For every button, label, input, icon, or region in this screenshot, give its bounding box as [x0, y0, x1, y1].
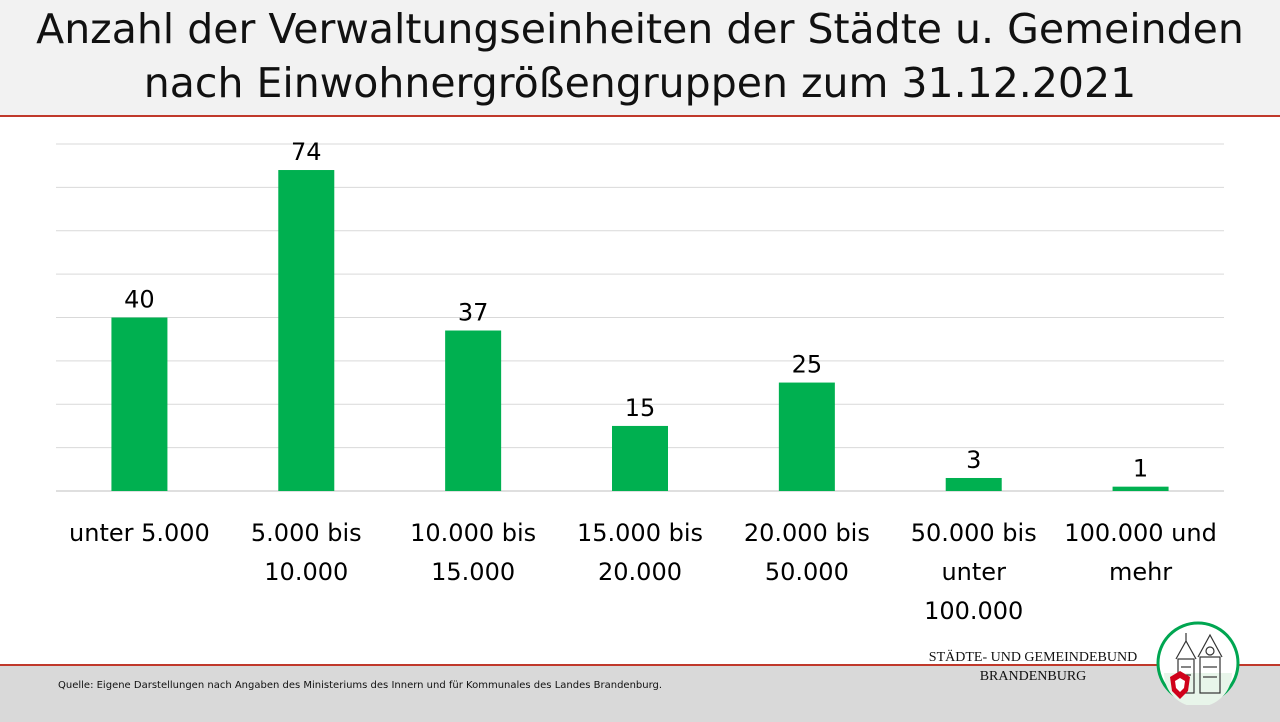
bar [612, 425, 668, 491]
footer-bar: Quelle: Eigene Darstellungen nach Angabe… [0, 664, 1280, 722]
bar [778, 382, 835, 491]
coat-of-arms-eagle-and-town-hall-icon [1156, 621, 1240, 705]
data-labels: 40 74 37 15 25 3 1 [124, 138, 1148, 483]
title-line-2: nach Einwohnergrößengruppen zum 31.12.20… [143, 59, 1137, 107]
bar-chart: 40 74 37 15 25 3 1 unter 5.000 5.000 bis 10.000 1… [56, 138, 1224, 625]
category-label: 15.000 bis 20.000 [577, 519, 703, 586]
organization-line-1: STÄDTE- UND GEMEINDEBUND [928, 650, 1138, 665]
category-labels: unter 5.000 5.000 bis 10.000 10.000 bis 15.0… [69, 519, 1217, 625]
bar [111, 317, 168, 491]
gridlines [56, 143, 1224, 492]
data-label: 74 [291, 138, 322, 166]
header-bar: Anzahl der Verwaltungseinheiten der Städ… [0, 0, 1280, 117]
bar [945, 477, 1002, 491]
source-note: Quelle: Eigene Darstellungen nach Angabe… [58, 680, 663, 691]
bar [445, 330, 502, 491]
category-label: 10.000 bis 15.000 [410, 519, 536, 586]
data-label: 25 [792, 351, 823, 379]
data-label: 15 [625, 394, 656, 422]
bar [1112, 486, 1169, 491]
category-label: 5.000 bis 10.000 [251, 519, 362, 586]
data-label: 37 [458, 299, 489, 327]
data-label: 40 [124, 286, 155, 314]
page-title: Anzahl der Verwaltungseinheiten der Städ… [0, 2, 1280, 110]
category-label: 20.000 bis 50.000 [744, 519, 870, 586]
category-label: unter 5.000 [69, 519, 210, 547]
category-label: 100.000 und mehr [1064, 519, 1217, 586]
data-label: 3 [966, 446, 981, 474]
data-label: 1 [1133, 455, 1148, 483]
bars [111, 170, 1169, 491]
title-line-1: Anzahl der Verwaltungseinheiten der Städ… [36, 5, 1244, 53]
category-label: 50.000 bis unter 100.000 [911, 519, 1037, 625]
organization-name: STÄDTE- UND GEMEINDEBUND BRANDENBURG [908, 648, 1158, 686]
bar [278, 170, 335, 491]
organization-line-2: BRANDENBURG [979, 669, 1087, 684]
